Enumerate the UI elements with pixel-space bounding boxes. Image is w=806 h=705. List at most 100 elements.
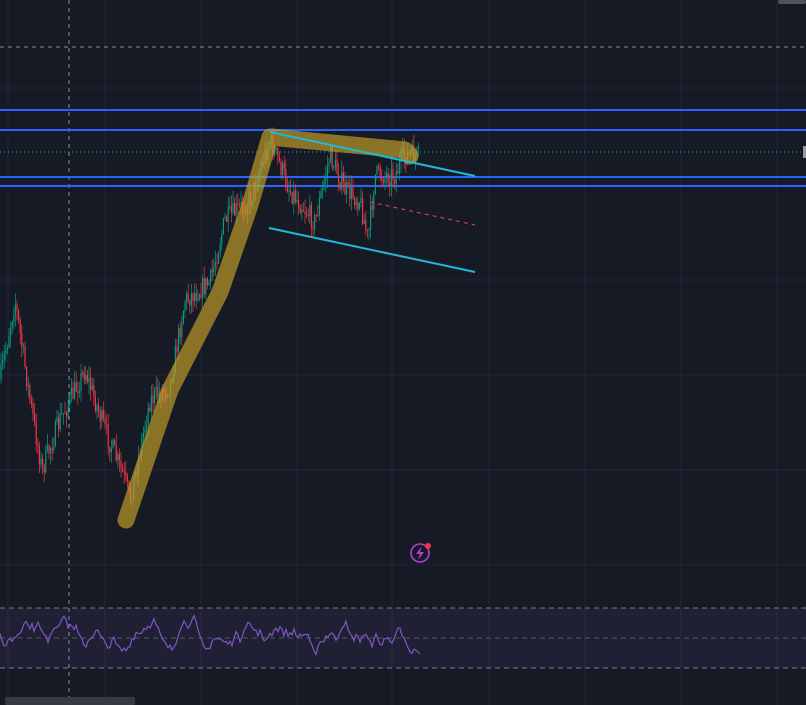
candle-body — [54, 422, 56, 447]
candle-body — [341, 172, 343, 189]
candle-body — [82, 372, 84, 374]
candle-body — [45, 450, 47, 473]
candle-body — [390, 169, 392, 186]
candle-body — [218, 253, 220, 264]
candle-body — [274, 148, 276, 156]
highlighter-drawing — [117, 128, 419, 529]
candle-body — [384, 176, 386, 183]
candle-body — [237, 203, 239, 205]
candle-body — [158, 391, 160, 398]
candle-body — [176, 345, 178, 353]
candle-body — [0, 363, 2, 380]
candle-body — [59, 413, 61, 430]
toolbar-edge — [778, 0, 806, 4]
candle-body — [234, 202, 236, 216]
candle-body — [150, 395, 152, 412]
candle-body — [13, 315, 15, 322]
candle-body — [146, 425, 148, 429]
candle-body — [378, 165, 380, 167]
candle-body — [333, 167, 335, 169]
candle-body — [72, 387, 74, 399]
candle-body — [18, 310, 20, 321]
candle-body — [186, 293, 188, 303]
candle-body — [77, 391, 79, 393]
candle-body — [27, 384, 29, 387]
trend-line — [268, 227, 476, 273]
candle-body — [184, 302, 186, 312]
candle-body — [416, 147, 418, 155]
candle-body — [53, 446, 55, 451]
alert-icon[interactable] — [410, 543, 431, 563]
candle-body — [397, 171, 399, 174]
candle-body — [314, 214, 316, 230]
candle-body — [227, 206, 229, 222]
candle-body — [24, 346, 26, 367]
candle-body — [10, 327, 12, 337]
candle-body — [352, 186, 354, 198]
candle-body — [142, 432, 144, 438]
candle-body — [360, 198, 362, 204]
candle-body — [301, 210, 303, 213]
candle-body — [46, 445, 48, 451]
scrollbar[interactable] — [5, 697, 135, 705]
candle-body — [62, 412, 64, 414]
candle-body — [35, 420, 37, 445]
candle-body — [302, 210, 304, 212]
candle-body — [283, 163, 285, 169]
candle-body — [106, 424, 108, 426]
candle-body — [318, 198, 320, 216]
candle-body — [358, 203, 360, 210]
candle-body — [34, 413, 36, 421]
candle-body — [278, 156, 280, 162]
rsi-line — [0, 614, 421, 657]
candle-body — [126, 475, 128, 482]
trend-line — [269, 131, 476, 177]
candle-body — [299, 207, 301, 213]
candle-body — [342, 172, 344, 182]
candle-body — [350, 186, 352, 200]
candle-body — [66, 413, 68, 416]
candle-body — [114, 439, 116, 446]
candle-body — [93, 384, 95, 397]
candle-body — [387, 172, 389, 183]
candle-body — [61, 413, 63, 415]
candle-body — [224, 216, 226, 219]
candle-body — [6, 347, 8, 351]
candle-body — [112, 439, 114, 449]
candle-body — [197, 299, 199, 301]
price-marker — [803, 146, 806, 158]
candle-body — [325, 176, 327, 181]
candle-body — [40, 458, 42, 465]
candle-body — [362, 198, 364, 224]
candle-body — [157, 386, 159, 398]
candle-body — [344, 181, 346, 195]
candle-body — [110, 448, 112, 453]
candle-body — [118, 453, 120, 461]
candle-body — [98, 404, 100, 412]
candle-body — [229, 206, 231, 208]
candle-body — [328, 162, 330, 166]
candle-body — [230, 206, 232, 213]
candle-body — [154, 390, 156, 403]
candle-body — [357, 201, 359, 210]
candle-body — [107, 424, 109, 448]
candle-body — [374, 174, 376, 194]
candle-body — [109, 447, 111, 453]
candle-body — [178, 328, 180, 353]
candle-body — [11, 321, 13, 328]
candle-body — [288, 190, 290, 192]
candle-body — [50, 448, 52, 454]
candle-body — [83, 372, 85, 381]
candle-body — [346, 182, 348, 195]
candle-body — [202, 278, 204, 299]
candle-body — [38, 445, 40, 465]
candle-body — [334, 159, 336, 168]
candle-body — [117, 453, 119, 461]
candle-body — [19, 320, 21, 334]
candle-body — [48, 445, 50, 454]
candle-body — [21, 333, 23, 347]
candle-body — [198, 294, 200, 300]
candle-body — [29, 384, 31, 399]
